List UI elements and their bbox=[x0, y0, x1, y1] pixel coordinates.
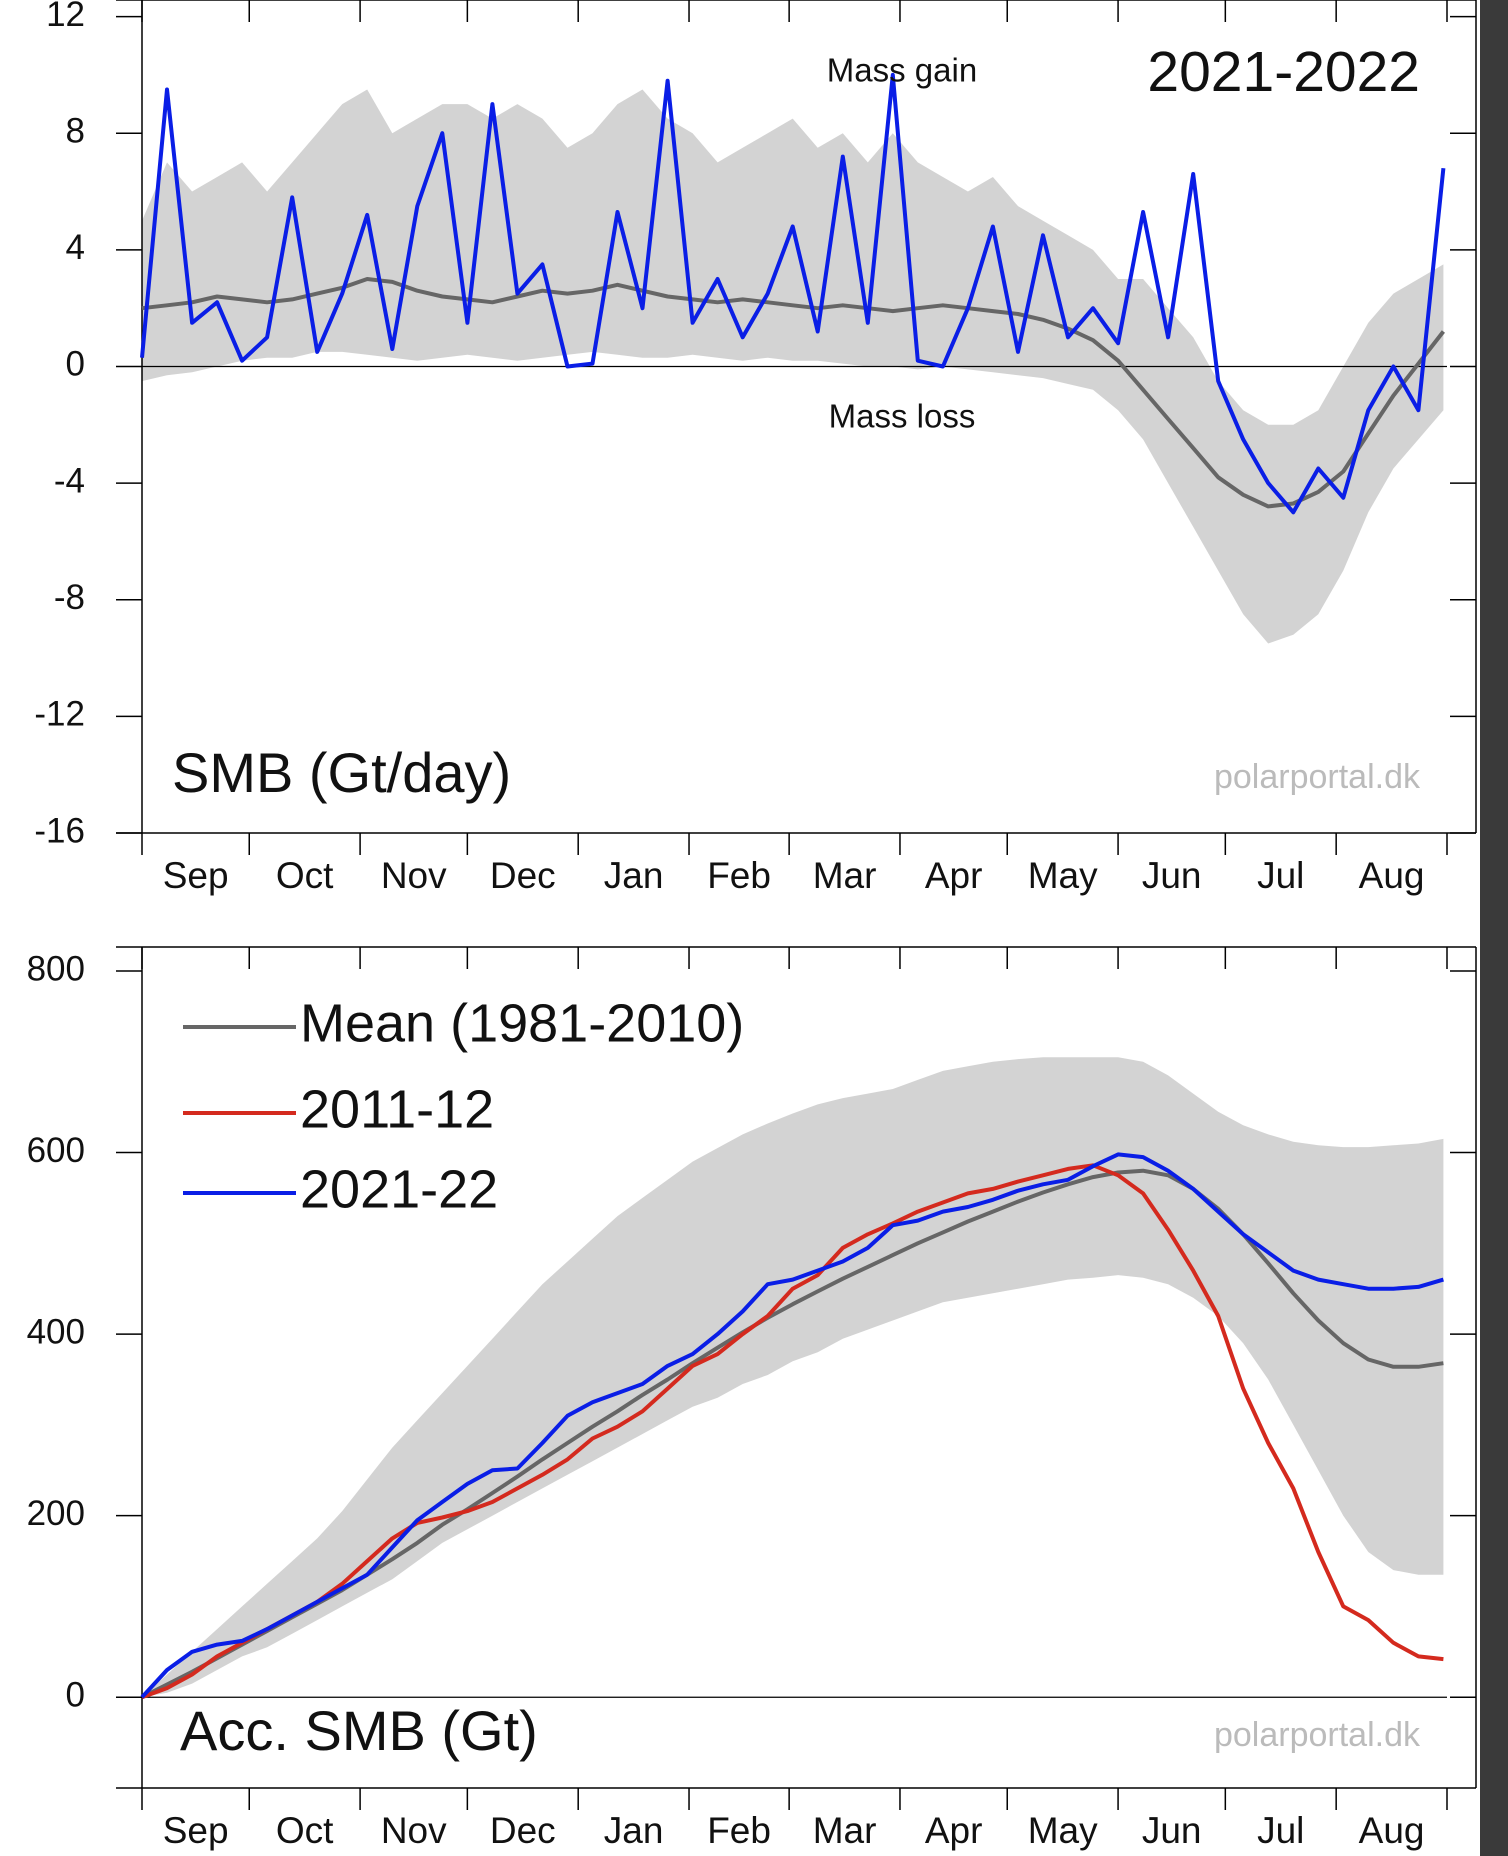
series-line bbox=[140, 1152, 1444, 1699]
y-tick-label: 0 bbox=[66, 345, 85, 384]
x-tick-label: Feb bbox=[707, 855, 771, 896]
y-tick-label: 600 bbox=[27, 1131, 85, 1170]
legend-label: Mean (1981-2010) bbox=[300, 993, 744, 1053]
y-tick-label: 4 bbox=[66, 228, 85, 267]
x-tick-label: May bbox=[1028, 855, 1098, 896]
annotation: Mass loss bbox=[829, 398, 976, 435]
screen-edge bbox=[1480, 0, 1508, 1856]
y-tick-label: 800 bbox=[27, 949, 85, 988]
x-tick-label: Jan bbox=[604, 1810, 664, 1851]
y-tick-label: -4 bbox=[54, 461, 85, 500]
y-tick-label: 12 bbox=[46, 0, 85, 34]
y-tick-label: -12 bbox=[34, 695, 85, 734]
x-tick-label: Dec bbox=[490, 1810, 556, 1851]
annotation: Mass gain bbox=[827, 52, 977, 89]
x-tick-label: Sep bbox=[163, 855, 229, 896]
x-tick-label: Sep bbox=[163, 1810, 229, 1851]
annotation: polarportal.dk bbox=[1214, 1716, 1421, 1754]
annotation: polarportal.dk bbox=[1214, 758, 1421, 796]
x-tick-label: Nov bbox=[381, 855, 447, 896]
x-tick-label: Jan bbox=[604, 855, 664, 896]
x-tick-label: Feb bbox=[707, 1810, 771, 1851]
range-band bbox=[142, 89, 1444, 644]
x-tick-label: Apr bbox=[925, 855, 983, 896]
y-tick-label: -8 bbox=[54, 578, 85, 617]
range-band bbox=[142, 1057, 1444, 1698]
x-tick-label: Aug bbox=[1359, 1810, 1425, 1851]
y-tick-label: 400 bbox=[27, 1312, 85, 1351]
chart-title: 2021-2022 bbox=[1147, 40, 1420, 104]
y-axis-label: SMB (Gt/day) bbox=[172, 741, 511, 804]
y-tick-label: 0 bbox=[66, 1675, 85, 1714]
x-tick-label: Mar bbox=[813, 1810, 877, 1851]
x-tick-label: Apr bbox=[925, 1810, 983, 1851]
y-tick-label: 200 bbox=[27, 1494, 85, 1533]
x-tick-label: Mar bbox=[813, 855, 877, 896]
legend-label: 2011-12 bbox=[300, 1079, 494, 1139]
y-tick-label: 8 bbox=[66, 111, 85, 150]
x-tick-label: Oct bbox=[276, 855, 334, 896]
y-axis-label: Acc. SMB (Gt) bbox=[180, 1699, 538, 1762]
x-tick-label: Jun bbox=[1142, 855, 1202, 896]
x-tick-label: Jul bbox=[1257, 855, 1304, 896]
x-tick-label: May bbox=[1028, 1810, 1098, 1851]
x-tick-label: Nov bbox=[381, 1810, 447, 1851]
x-tick-label: Dec bbox=[490, 855, 556, 896]
x-tick-label: Jun bbox=[1142, 1810, 1202, 1851]
series-line bbox=[141, 1163, 1444, 1700]
legend-label: 2021-22 bbox=[300, 1159, 498, 1219]
series-line bbox=[141, 277, 1445, 509]
x-tick-label: Jul bbox=[1257, 1810, 1304, 1851]
x-tick-label: Oct bbox=[276, 1810, 334, 1851]
series-line bbox=[140, 72, 1446, 515]
y-tick-label: -16 bbox=[34, 811, 85, 850]
x-tick-label: Aug bbox=[1359, 855, 1425, 896]
